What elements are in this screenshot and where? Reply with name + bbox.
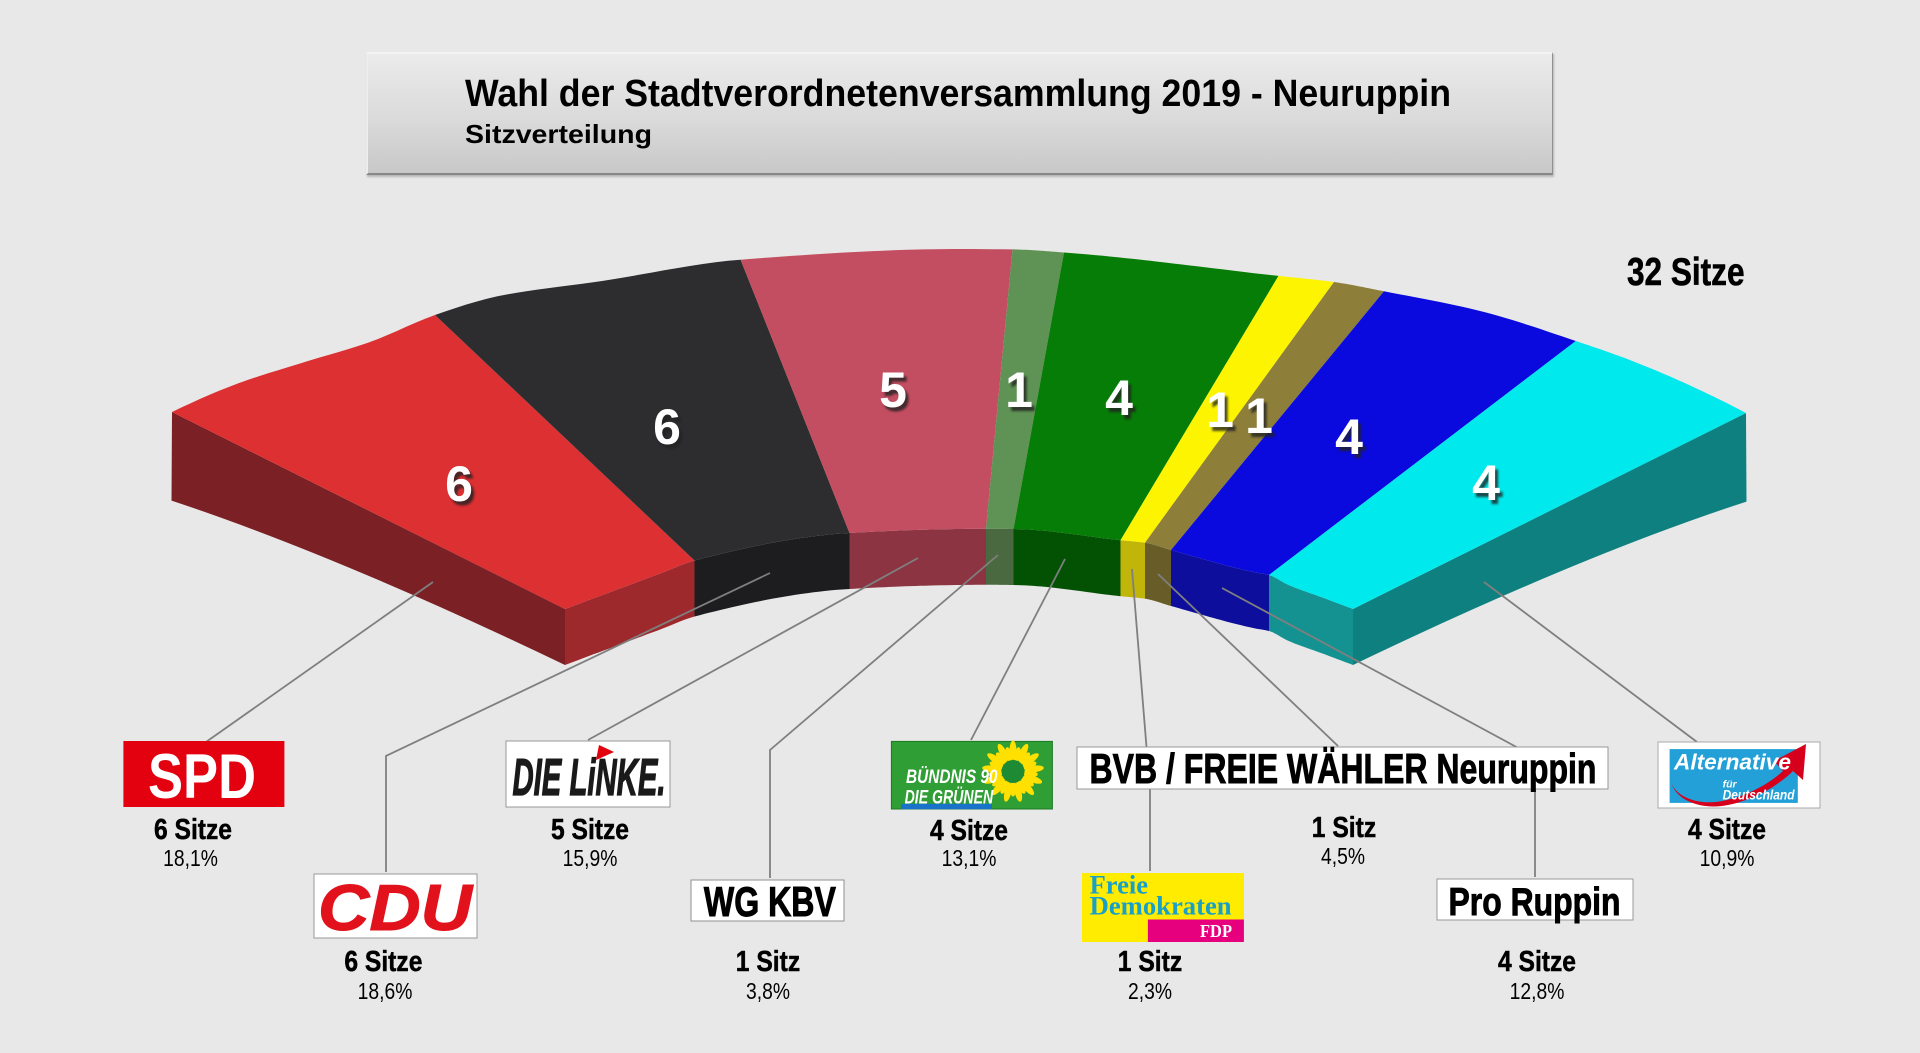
svg-text:4: 4 [1105,370,1133,426]
svg-text:DIE LiNKE.: DIE LiNKE. [513,749,666,807]
svg-text:Wahl der Stadtverordnetenversa: Wahl der Stadtverordnetenversammlung 201… [465,73,1451,115]
svg-text:1 Sitz: 1 Sitz [736,946,800,978]
svg-text:4 Sitze: 4 Sitze [1498,946,1576,978]
svg-text:4: 4 [1475,459,1503,515]
svg-text:SPD: SPD [148,742,256,812]
svg-text:Sitzverteilung: Sitzverteilung [465,119,652,149]
svg-text:2,3%: 2,3% [1128,978,1172,1004]
svg-text:5 Sitze: 5 Sitze [551,814,629,846]
svg-text:18,1%: 18,1% [163,845,218,871]
svg-text:6: 6 [656,403,684,459]
svg-text:1: 1 [1209,386,1237,442]
svg-text:WG KBV: WG KBV [704,878,836,925]
svg-text:4: 4 [1472,455,1500,511]
svg-text:1: 1 [1005,362,1033,418]
svg-text:Demokraten: Demokraten [1090,891,1232,921]
svg-text:12,8%: 12,8% [1510,978,1565,1004]
svg-text:für: für [1723,779,1738,791]
svg-text:6 Sitze: 6 Sitze [154,814,232,846]
svg-text:1: 1 [1008,366,1036,422]
svg-text:BVB / FREIE WÄHLER Neuruppin: BVB / FREIE WÄHLER Neuruppin [1090,745,1597,792]
svg-text:4: 4 [1335,409,1363,465]
svg-text:1: 1 [1248,392,1276,448]
svg-text:6 Sitze: 6 Sitze [344,946,422,978]
svg-text:1: 1 [1245,388,1273,444]
svg-text:1: 1 [1206,382,1234,438]
svg-text:1 Sitz: 1 Sitz [1118,946,1182,978]
svg-text:BÜNDNIS 90: BÜNDNIS 90 [906,767,998,788]
svg-text:4 Sitze: 4 Sitze [1688,814,1766,846]
svg-text:4 Sitze: 4 Sitze [930,815,1008,847]
svg-text:6: 6 [653,399,681,455]
svg-text:Pro Ruppin: Pro Ruppin [1449,881,1621,924]
svg-text:4,5%: 4,5% [1321,843,1365,869]
svg-text:Alternative: Alternative [1673,750,1791,775]
svg-text:18,6%: 18,6% [358,978,413,1004]
svg-text:15,9%: 15,9% [563,845,618,871]
svg-text:4: 4 [1108,374,1136,430]
svg-text:FDP: FDP [1200,921,1232,941]
svg-text:DIE GRÜNEN: DIE GRÜNEN [905,788,995,809]
svg-text:6: 6 [445,456,473,512]
svg-text:5: 5 [882,366,910,422]
svg-text:4: 4 [1338,413,1366,469]
svg-text:Freie: Freie [1090,869,1149,899]
svg-text:6: 6 [448,460,476,516]
svg-text:1 Sitz: 1 Sitz [1312,812,1376,844]
svg-text:3,8%: 3,8% [746,978,790,1004]
svg-text:5: 5 [879,362,907,418]
svg-text:CDU: CDU [318,871,474,944]
svg-text:32 Sitze: 32 Sitze [1627,251,1745,294]
svg-text:10,9%: 10,9% [1700,845,1755,871]
svg-text:13,1%: 13,1% [942,845,997,871]
svg-text:Deutschland: Deutschland [1723,787,1795,803]
